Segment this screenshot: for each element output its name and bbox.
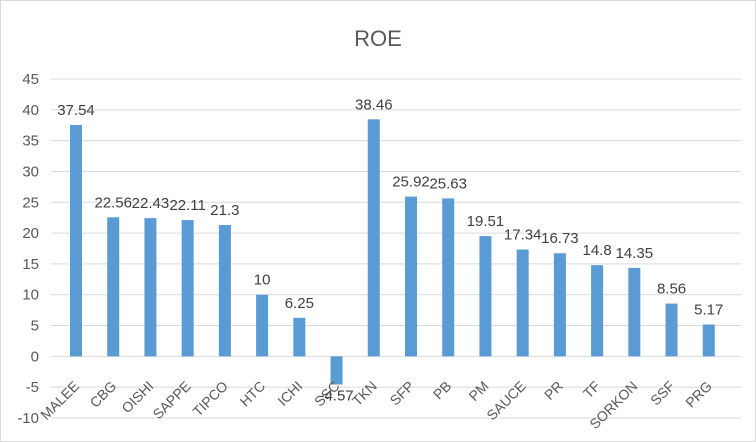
bar [405,196,417,357]
bar [256,294,269,357]
x-tick-label: PM [465,378,491,404]
y-tick-label: 0 [31,348,39,365]
data-label: 5.17 [694,301,723,318]
bar [293,317,306,357]
data-label: 22.11 [169,197,205,214]
bars [70,119,715,385]
y-tick-label: 20 [22,225,39,242]
data-label: 22.43 [132,195,170,212]
bar [628,267,641,357]
x-tick-label: ICHI [274,378,305,409]
bar [442,198,455,357]
x-tick-label: SFP [387,378,418,409]
data-label: 21.3 [210,202,239,219]
data-label: 17.34 [504,226,542,243]
bar [218,225,231,357]
data-label: 37.54 [57,102,95,119]
data-label: 16.73 [541,230,579,247]
x-tick-label: PR [541,378,566,403]
bar [479,236,492,357]
y-tick-label: 25 [22,194,39,211]
bar [516,249,529,357]
x-tick-label: HTC [237,378,269,410]
y-tick-label: 5 [31,318,39,335]
x-tick-label: SSF [647,378,678,409]
x-tick-label: TF [580,378,603,401]
data-label: 14.35 [616,245,654,262]
bar [70,124,82,357]
y-tick-label: 30 [22,163,39,180]
x-tick-label: CBG [87,378,120,411]
x-tick-label: SAUCE [483,378,528,423]
data-label: 38.46 [355,96,393,113]
x-tick-label: PB [430,378,455,403]
bar [107,217,120,357]
y-axis-ticks: -10 -5 0 5 10 15 20 25 30 35 40 45 [17,71,39,427]
x-tick-label: SAPPE [149,378,193,422]
y-tick-label: -10 [17,410,39,427]
data-label: 25.63 [429,175,467,192]
y-tick-label: 10 [22,287,39,304]
data-label: 22.56 [94,194,132,211]
bar [144,218,157,357]
bar [702,324,715,357]
y-tick-label: 15 [22,256,39,273]
chart-title: ROE [354,26,402,51]
bar [665,303,678,357]
x-tick-label: MALEE [37,378,82,423]
gridlines [51,78,741,419]
data-labels: 37.54 22.56 22.43 22.11 21.3 10 6.25 -4.57 38.46… [57,96,723,404]
data-label: 10 [254,272,271,289]
data-label: 14.8 [583,242,612,259]
data-label: 8.56 [657,281,686,298]
y-tick-label: 45 [22,71,39,88]
x-tick-label: TIPCO [189,378,231,420]
data-label: 19.51 [467,213,505,230]
y-tick-label: 35 [22,133,39,150]
data-label: -4.57 [319,388,353,405]
y-tick-label: -5 [26,379,39,396]
x-tick-label: PRG [682,378,715,411]
bar [367,119,380,357]
y-tick-label: 40 [22,102,39,119]
data-label: 6.25 [285,295,314,312]
data-label: 25.92 [392,174,430,191]
bar [181,220,194,357]
bar [591,265,604,357]
bar [330,356,343,385]
bar [553,253,566,357]
